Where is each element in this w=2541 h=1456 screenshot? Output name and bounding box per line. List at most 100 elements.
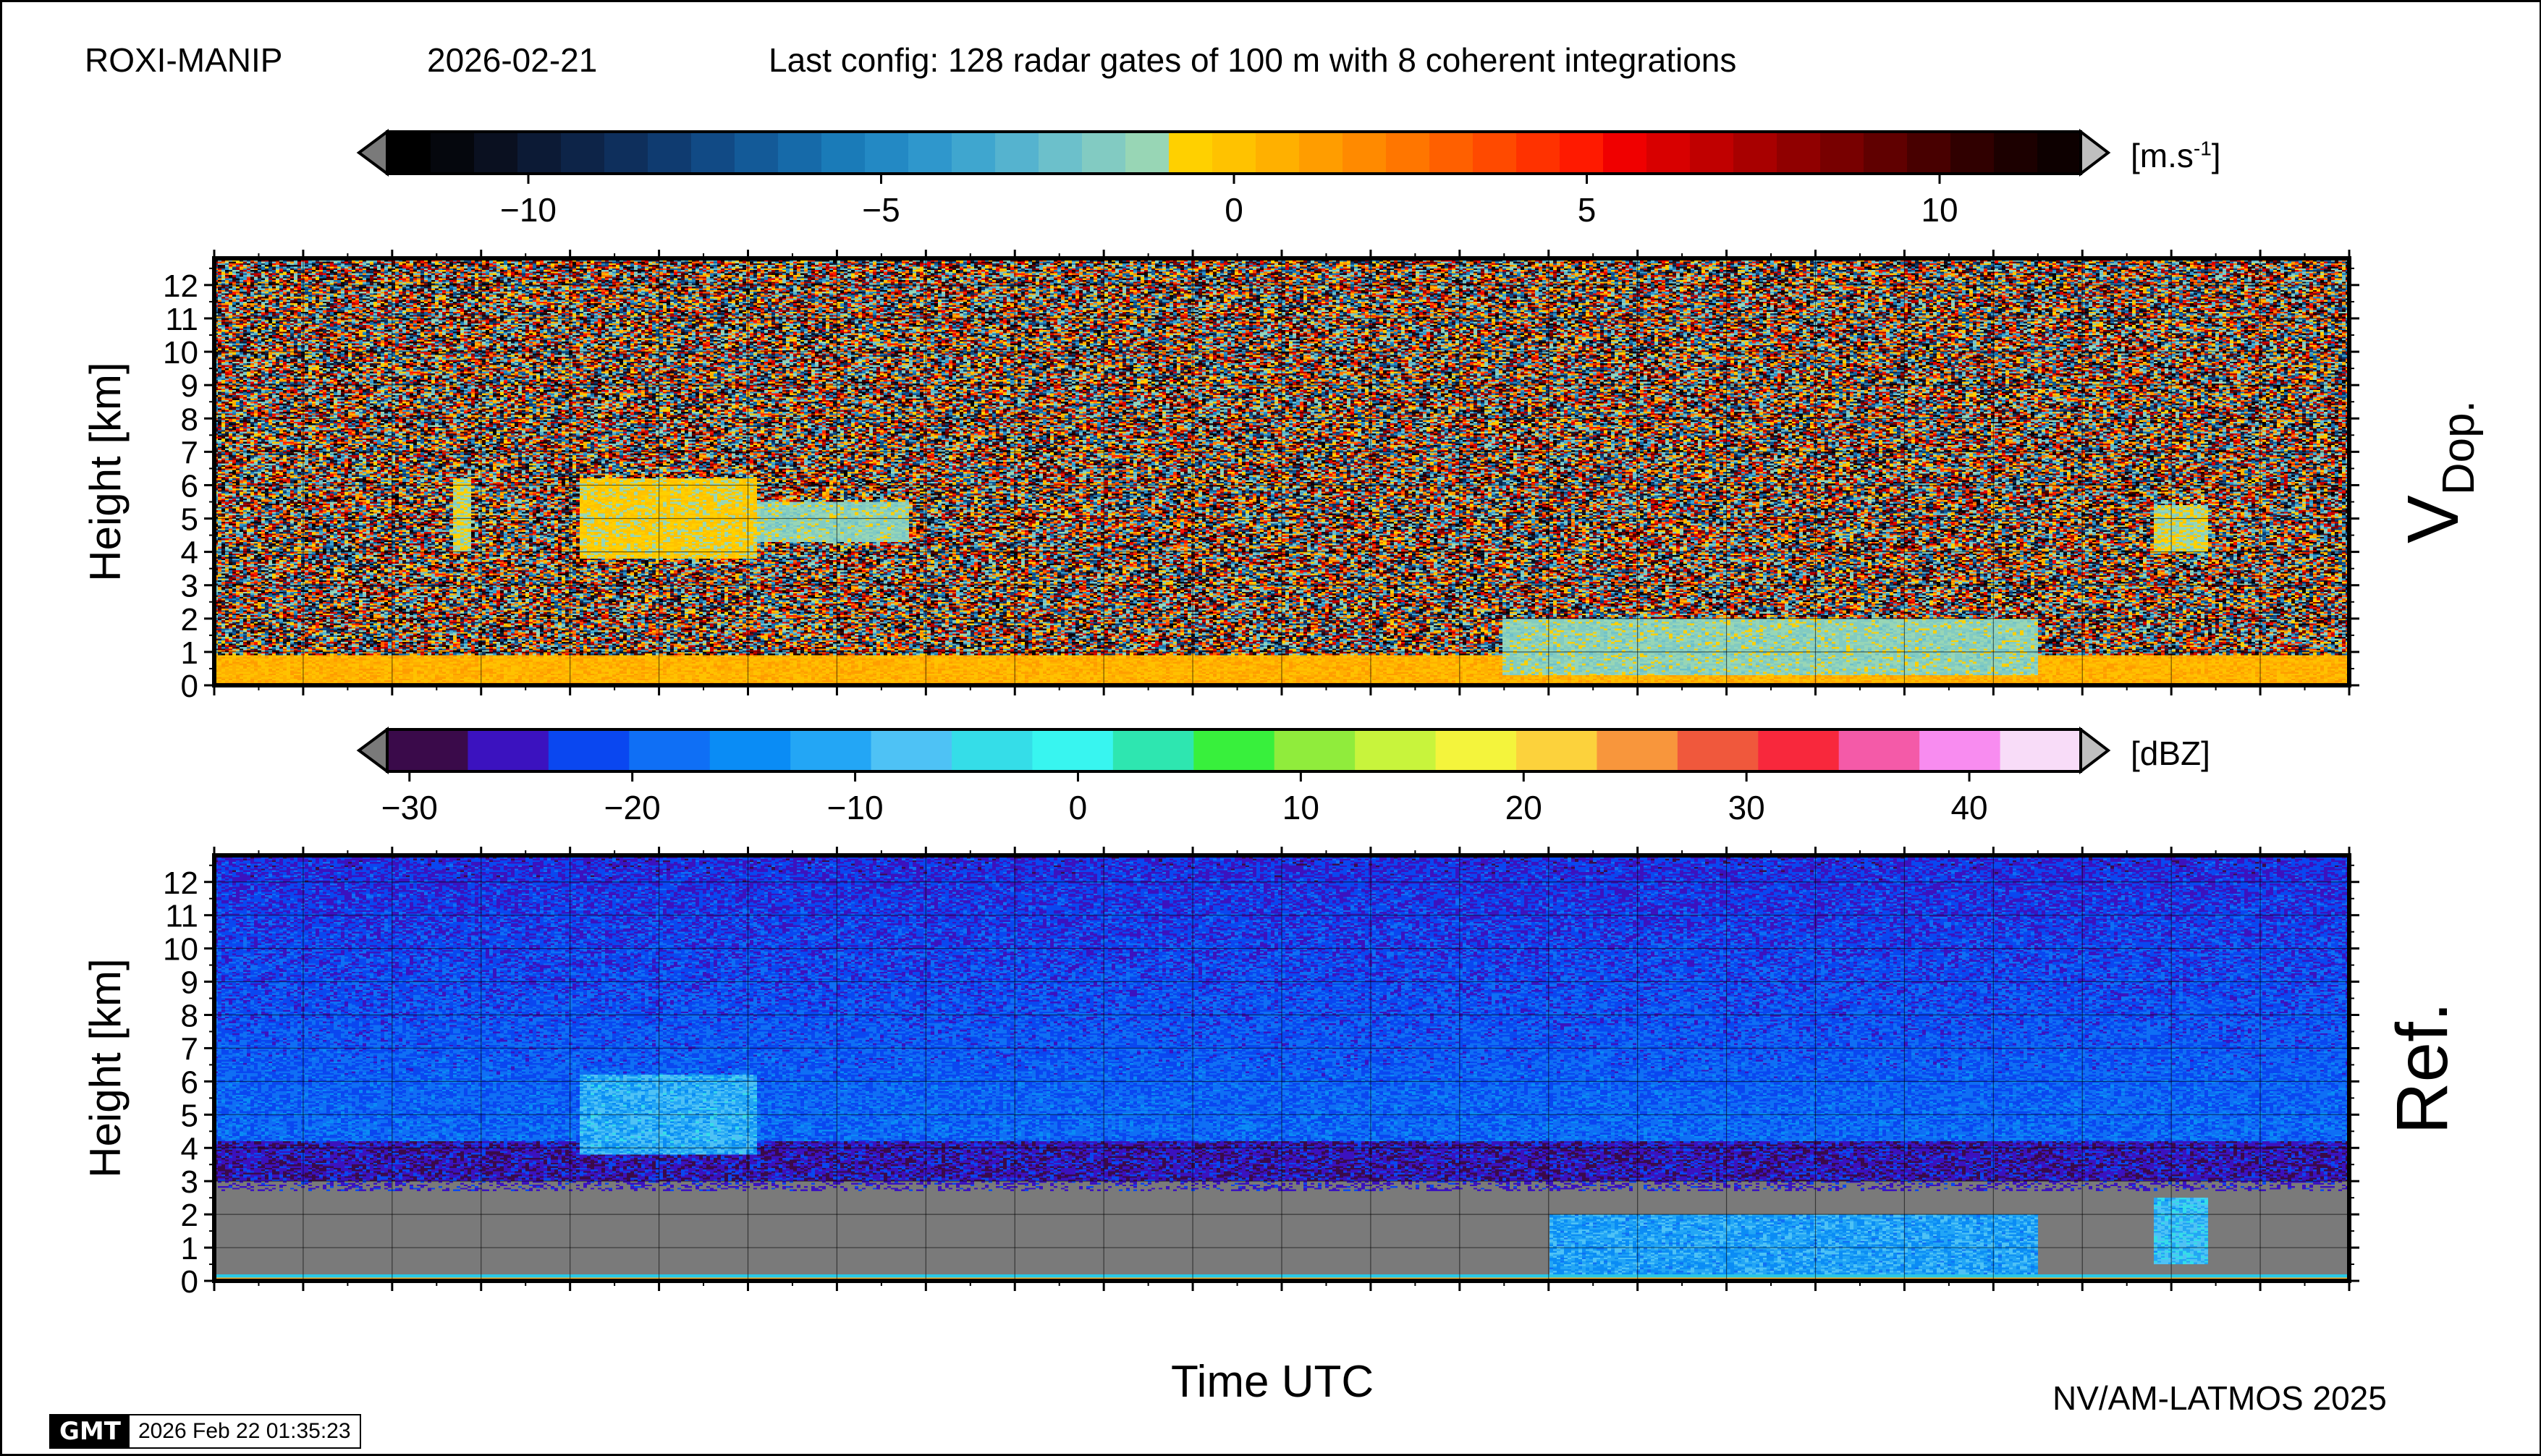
velocity-colorbar-swatch [1473, 132, 1517, 174]
reflectivity-unit: [dBZ] [2131, 735, 2210, 772]
reflectivity-ytick-label: 10 [163, 932, 198, 968]
velocity-colorbar-max-triangle [2079, 128, 2111, 177]
velocity-colorbar-swatch [1082, 132, 1126, 174]
velocity-colorbar-swatch [1777, 132, 1821, 174]
reflectivity-colorbar-swatch [1112, 729, 1194, 771]
velocity-colorbar-swatch [1343, 132, 1387, 174]
credit-text: NV/AM-LATMOS 2025 [2052, 1379, 2387, 1417]
velocity-colorbar-swatch [1646, 132, 1691, 174]
velocity-colorbar-swatch [1733, 132, 1777, 174]
reflectivity-colorbar-swatch [2000, 729, 2081, 771]
reflectivity-ytick-label: 12 [163, 865, 198, 901]
velocity-ytick-label: 8 [181, 402, 198, 437]
reflectivity-ytick-label: 2 [181, 1198, 198, 1233]
velocity-colorbar-swatch [561, 132, 605, 174]
reflectivity-ytick-label: 9 [181, 965, 198, 1001]
velocity-colorbar-tick-label: 10 [1921, 191, 1958, 229]
velocity-colorbar-swatch [648, 132, 692, 174]
velocity-side-label: VDop. [2393, 400, 2484, 543]
reflectivity-ytick-label: 6 [181, 1065, 198, 1100]
velocity-colorbar-tick-label: 5 [1578, 191, 1597, 229]
velocity-colorbar-swatch [1864, 132, 1908, 174]
velocity-colorbar-tick-label: −5 [862, 191, 900, 229]
reflectivity-colorbar-swatch [1758, 729, 1840, 771]
velocity-colorbar-swatch [1429, 132, 1474, 174]
velocity-colorbar-swatch [1299, 132, 1343, 174]
reflectivity-ytick-label: 1 [181, 1231, 198, 1266]
gmt-badge: GMT 2026 Feb 22 01:35:23 [49, 1414, 361, 1449]
reflectivity-colorbar-swatch [709, 729, 791, 771]
velocity-colorbar-swatch [431, 132, 475, 174]
gmt-logo: GMT [51, 1415, 130, 1447]
reflectivity-colorbar-min-triangle [356, 727, 389, 774]
reflectivity-colorbar-swatch [468, 729, 549, 771]
velocity-ytick-label: 1 [181, 635, 198, 671]
velocity-ytick-label: 12 [163, 268, 198, 304]
reflectivity-colorbar-swatch [1838, 729, 1920, 771]
reflectivity-colorbar-swatch [952, 729, 1033, 771]
velocity-colorbar-swatch [1125, 132, 1170, 174]
velocity-colorbar-swatch [1994, 132, 2038, 174]
reflectivity-colorbar-swatch [1193, 729, 1275, 771]
velocity-colorbar-swatch [604, 132, 648, 174]
reflectivity-colorbar-swatch [1919, 729, 2001, 771]
velocity-unit: [m.s-1] [2131, 137, 2221, 174]
velocity-ytick-label: 6 [181, 468, 198, 504]
velocity-ytick-label: 11 [165, 302, 198, 337]
reflectivity-colorbar-swatch [1597, 729, 1678, 771]
reflectivity-colorbar-tick-label: 20 [1505, 789, 1542, 826]
velocity-colorbar-min-triangle [356, 129, 389, 177]
reflectivity-colorbar-swatch [1677, 729, 1759, 771]
velocity-ytick-label: 0 [181, 669, 198, 704]
reflectivity-ytick-label: 3 [181, 1164, 198, 1200]
velocity-ytick-label: 2 [181, 602, 198, 638]
reflectivity-colorbar-tick-label: 40 [1950, 789, 1987, 826]
velocity-colorbar-tick-label: 0 [1225, 191, 1243, 229]
reflectivity-colorbar: −30 −20 −10 0 10 20 30 40 [356, 726, 2111, 826]
reflectivity-colorbar-tick-label: −30 [381, 789, 438, 826]
velocity-colorbar-swatch [1560, 132, 1604, 174]
velocity-colorbar-swatch [2037, 132, 2081, 174]
reflectivity-side-label: Ref. [2382, 1002, 2463, 1134]
velocity-ytick-label: 5 [181, 502, 198, 538]
velocity-side-label-main: V [2393, 495, 2474, 543]
velocity-colorbar-tick-label: −10 [500, 191, 557, 229]
reflectivity-colorbar-max-triangle [2079, 726, 2111, 775]
velocity-colorbar-swatch [1950, 132, 1995, 174]
reflectivity-colorbar-swatch [1032, 729, 1114, 771]
velocity-ytick-label: 9 [181, 368, 198, 404]
config-title: Last config: 128 radar gates of 100 m wi… [769, 41, 1737, 79]
velocity-colorbar: −10 −5 0 5 10 [356, 128, 2111, 229]
gmt-timestamp: 2026 Feb 22 01:35:23 [138, 1419, 351, 1443]
velocity-colorbar-swatch [735, 132, 779, 174]
velocity-colorbar-swatch [1690, 132, 1734, 174]
velocity-ytick-label: 4 [181, 536, 198, 571]
reflectivity-ytick-label: 8 [181, 999, 198, 1034]
reflectivity-colorbar-swatch [1355, 729, 1437, 771]
velocity-colorbar-swatch [517, 132, 562, 174]
velocity-colorbar-swatch [865, 132, 909, 174]
velocity-colorbar-swatch [387, 132, 431, 174]
reflectivity-colorbar-tick-label: 0 [1069, 789, 1088, 826]
reflectivity-colorbar-tick-label: 30 [1728, 789, 1765, 826]
x-axis-label: Time UTC [1171, 1357, 1374, 1407]
velocity-colorbar-swatch [1256, 132, 1300, 174]
velocity-colorbar-swatch [691, 132, 735, 174]
velocity-colorbar-swatch [1516, 132, 1560, 174]
velocity-colorbar-swatch [778, 132, 822, 174]
reflectivity-ytick-label: 4 [181, 1131, 198, 1167]
velocity-ylabel: Height [km] [81, 362, 130, 581]
reflectivity-colorbar-swatch [790, 729, 872, 771]
velocity-colorbar-swatch [474, 132, 518, 174]
velocity-ytick-label: 7 [181, 435, 198, 470]
reflectivity-colorbar-frame [386, 728, 2082, 773]
reflectivity-ylabel: Height [km] [81, 958, 130, 1177]
velocity-side-label-sub: Dop. [2434, 400, 2484, 495]
velocity-colorbar-swatch [1039, 132, 1083, 174]
reflectivity-colorbar-swatch [629, 729, 711, 771]
reflectivity-colorbar-swatch [1274, 729, 1356, 771]
velocity-colorbar-swatch [1169, 132, 1213, 174]
velocity-ytick-label: 10 [163, 335, 198, 371]
